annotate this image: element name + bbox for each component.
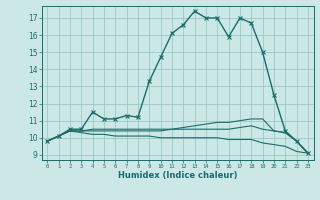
X-axis label: Humidex (Indice chaleur): Humidex (Indice chaleur) [118,171,237,180]
